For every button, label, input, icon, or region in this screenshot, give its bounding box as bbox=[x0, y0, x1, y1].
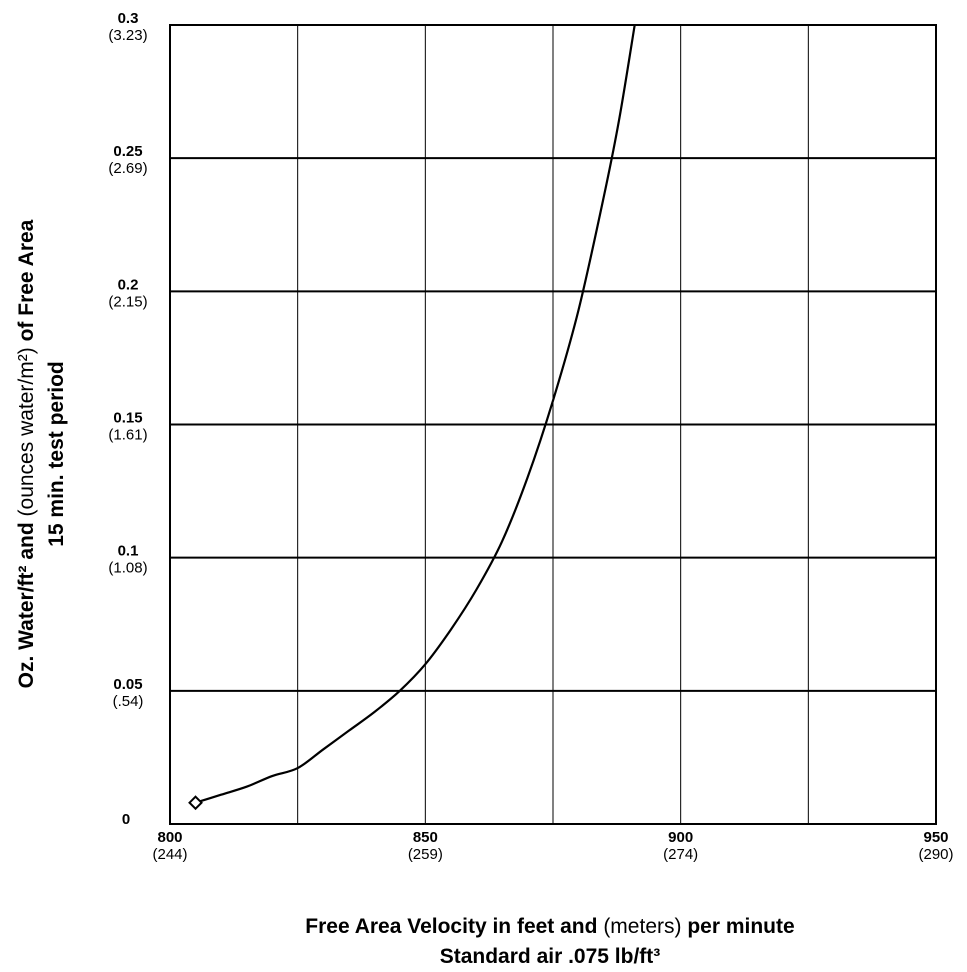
y-tick-sublabel: (2.69) bbox=[108, 160, 147, 177]
y-axis-label: Oz. Water/ft² and (ounces water/m²) of F… bbox=[12, 74, 72, 834]
y-tick-sublabel: (1.08) bbox=[108, 560, 147, 577]
x-axis-label: Free Area Velocity in feet and (meters) … bbox=[200, 912, 900, 972]
grid bbox=[169, 24, 937, 825]
y-tick-sublabel: (2.15) bbox=[108, 293, 147, 310]
y-tick-sublabel: (3.23) bbox=[108, 27, 147, 44]
tick-labels: 800(244) 850(259) 900(274) 950(290) 0 0.05(.5… bbox=[108, 10, 953, 863]
plot-frame bbox=[169, 24, 937, 825]
y-tick-label: 0.2 bbox=[118, 276, 139, 293]
y-tick-label: 0.05 bbox=[113, 676, 142, 693]
start-point-marker bbox=[188, 795, 203, 811]
x-tick-label: 950 bbox=[923, 829, 948, 846]
y-axis-label-line1: Oz. Water/ft² and (ounces water/m²) of F… bbox=[15, 219, 38, 689]
y-tick-label: 0.25 bbox=[113, 143, 142, 160]
y-tick-sublabel: (1.61) bbox=[108, 427, 147, 444]
x-tick-sublabel: (274) bbox=[663, 846, 698, 863]
y-tick-label: 0.1 bbox=[118, 543, 139, 560]
x-tick-label: 900 bbox=[668, 829, 693, 846]
x-tick-label: 850 bbox=[413, 829, 438, 846]
x-tick-sublabel: (290) bbox=[918, 846, 953, 863]
x-tick-sublabel: (244) bbox=[152, 846, 187, 863]
x-axis-label-line1: Free Area Velocity in feet and (meters) … bbox=[305, 915, 795, 938]
x-axis-label-line2: Standard air .075 lb/ft³ bbox=[439, 945, 661, 968]
x-tick-label: 800 bbox=[157, 829, 182, 846]
y-tick-label: 0 bbox=[122, 811, 130, 828]
series bbox=[188, 24, 636, 811]
y-tick-label: 0.15 bbox=[113, 410, 142, 427]
y-axis-label-line2: 15 min. test period bbox=[45, 361, 68, 547]
series-line bbox=[195, 24, 636, 804]
x-tick-sublabel: (259) bbox=[408, 846, 443, 863]
y-tick-sublabel: (.54) bbox=[113, 693, 144, 710]
y-tick-label: 0.3 bbox=[118, 10, 139, 27]
